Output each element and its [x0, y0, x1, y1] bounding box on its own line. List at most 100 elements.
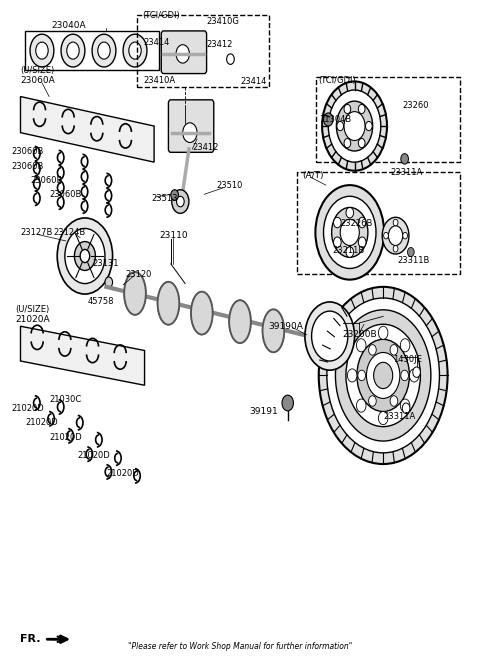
Circle shape — [369, 345, 376, 355]
Circle shape — [312, 311, 348, 361]
Circle shape — [390, 345, 398, 355]
Text: 23260: 23260 — [402, 101, 429, 109]
Text: 23060B: 23060B — [49, 190, 82, 200]
Circle shape — [336, 101, 372, 151]
FancyBboxPatch shape — [161, 31, 206, 74]
Circle shape — [393, 246, 398, 252]
Circle shape — [378, 326, 388, 339]
Circle shape — [400, 339, 410, 352]
Circle shape — [365, 121, 372, 130]
Text: 23311A: 23311A — [390, 167, 422, 177]
Circle shape — [373, 362, 393, 389]
Text: 23414: 23414 — [143, 38, 169, 47]
Circle shape — [183, 123, 197, 142]
Text: 23060B: 23060B — [11, 161, 43, 171]
Text: "Please refer to Work Shop Manual for further information": "Please refer to Work Shop Manual for fu… — [128, 642, 352, 651]
Text: 11304B: 11304B — [319, 115, 351, 124]
Circle shape — [322, 82, 387, 171]
Text: 21020D: 21020D — [78, 451, 110, 460]
Circle shape — [388, 226, 403, 246]
Text: 39191: 39191 — [250, 407, 278, 416]
Circle shape — [57, 218, 113, 294]
Circle shape — [402, 403, 410, 413]
Circle shape — [227, 54, 234, 65]
Text: 21020D: 21020D — [11, 405, 44, 413]
Circle shape — [369, 396, 376, 406]
Circle shape — [359, 237, 366, 248]
Text: 23513: 23513 — [152, 194, 178, 203]
Text: 21020D: 21020D — [49, 433, 82, 442]
Circle shape — [357, 339, 409, 411]
Text: 1430JE: 1430JE — [393, 355, 421, 364]
Text: 23110: 23110 — [159, 231, 188, 240]
Circle shape — [413, 367, 420, 378]
Circle shape — [282, 395, 293, 411]
Text: 23311A: 23311A — [383, 412, 415, 420]
Circle shape — [80, 250, 90, 262]
Circle shape — [390, 396, 398, 406]
Text: 23410G: 23410G — [206, 16, 240, 26]
Circle shape — [346, 324, 420, 426]
Circle shape — [105, 277, 113, 287]
Text: 23200B: 23200B — [343, 330, 377, 339]
Circle shape — [30, 34, 54, 67]
Text: 21020A: 21020A — [16, 315, 50, 324]
Text: 23060A: 23060A — [21, 76, 55, 84]
Circle shape — [176, 45, 190, 63]
Text: 23226B: 23226B — [340, 219, 372, 228]
FancyBboxPatch shape — [297, 172, 459, 273]
Circle shape — [324, 113, 333, 126]
Text: 23120: 23120 — [125, 270, 152, 279]
Circle shape — [344, 111, 365, 140]
Circle shape — [366, 353, 400, 399]
Text: 23510: 23510 — [216, 181, 242, 190]
Circle shape — [67, 42, 79, 59]
Text: 23124B: 23124B — [54, 228, 86, 237]
Text: (A/T): (A/T) — [302, 171, 324, 180]
Circle shape — [384, 233, 388, 239]
Text: 23131: 23131 — [92, 260, 119, 268]
Text: 23040A: 23040A — [51, 21, 85, 30]
Circle shape — [36, 42, 48, 59]
Text: 23414: 23414 — [240, 77, 266, 86]
Circle shape — [319, 287, 447, 464]
Circle shape — [344, 138, 351, 148]
Circle shape — [92, 34, 116, 67]
Text: 23412: 23412 — [206, 40, 233, 49]
Ellipse shape — [157, 282, 179, 325]
Text: (U/SIZE): (U/SIZE) — [16, 305, 50, 314]
Text: 21020D: 21020D — [107, 469, 139, 478]
Circle shape — [359, 217, 366, 228]
Circle shape — [408, 248, 414, 256]
Circle shape — [378, 411, 388, 424]
Circle shape — [123, 34, 147, 67]
Circle shape — [359, 104, 365, 113]
Circle shape — [336, 310, 431, 441]
Circle shape — [61, 34, 85, 67]
FancyBboxPatch shape — [316, 77, 459, 162]
Text: 23060B: 23060B — [11, 147, 43, 156]
Circle shape — [357, 339, 366, 352]
Text: 23127B: 23127B — [21, 228, 53, 237]
Circle shape — [324, 196, 376, 268]
Circle shape — [65, 229, 105, 283]
Polygon shape — [21, 96, 154, 162]
Ellipse shape — [124, 272, 146, 315]
Text: 21030C: 21030C — [49, 395, 82, 404]
Circle shape — [382, 217, 409, 254]
Circle shape — [346, 208, 354, 218]
Circle shape — [327, 298, 440, 453]
Circle shape — [334, 237, 341, 248]
Text: 23412: 23412 — [192, 142, 219, 152]
Text: (TCI/GDI): (TCI/GDI) — [142, 11, 180, 20]
Circle shape — [305, 302, 355, 370]
Circle shape — [340, 219, 360, 246]
Circle shape — [177, 196, 184, 207]
Circle shape — [409, 369, 419, 382]
Ellipse shape — [191, 292, 213, 334]
Text: FR.: FR. — [21, 634, 41, 645]
Circle shape — [400, 399, 410, 412]
Ellipse shape — [229, 301, 251, 343]
Text: 39190A: 39190A — [269, 322, 303, 331]
Text: 45758: 45758 — [87, 297, 114, 306]
